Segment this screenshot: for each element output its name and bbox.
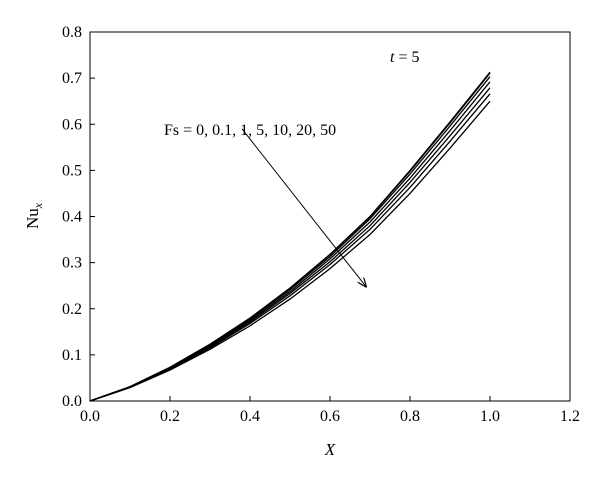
y-tick-label: 0.6 bbox=[62, 116, 82, 133]
y-tick-label: 0.8 bbox=[62, 24, 82, 41]
x-tick-label: 0.2 bbox=[160, 408, 180, 425]
x-tick-label: 0.8 bbox=[400, 408, 420, 425]
y-tick-label: 0.7 bbox=[62, 70, 82, 87]
series-group bbox=[89, 71, 491, 402]
y-tick-label: 0.5 bbox=[62, 162, 82, 179]
time-variable: t bbox=[390, 49, 395, 66]
axis-ticks: 0.0 0.2 0.4 0.6 0.8 1.0 1.2 0.0 0.1 0.2 0.3 0.4 0.5 0… bbox=[62, 24, 580, 425]
fs-annotation: Fs = 0, 0.1, 1, 5, 10, 20, 50 bbox=[164, 122, 336, 139]
x-axis-label: X bbox=[324, 440, 336, 459]
x-tick-label: 0.4 bbox=[240, 408, 260, 425]
x-tick-label: 1.2 bbox=[560, 408, 580, 425]
y-tick-label: 0.0 bbox=[62, 393, 82, 410]
x-tick-label: 0.6 bbox=[320, 408, 340, 425]
y-axis-label-sub: x bbox=[31, 202, 45, 209]
fs-arrow bbox=[241, 128, 366, 287]
y-axis-label-group: Nux bbox=[23, 202, 45, 229]
plot-frame bbox=[89, 31, 571, 402]
y-tick-label: 0.2 bbox=[62, 301, 82, 318]
y-axis-label-main: Nu bbox=[23, 208, 42, 229]
series-line-6 bbox=[89, 93, 491, 402]
time-value: = 5 bbox=[394, 49, 419, 66]
x-tick-label: 0.0 bbox=[80, 408, 100, 425]
y-axis-label: Nux bbox=[23, 202, 45, 229]
y-tick-label: 0.1 bbox=[62, 347, 82, 364]
y-tick-label: 0.4 bbox=[62, 209, 82, 226]
x-tick-label: 1.0 bbox=[480, 408, 500, 425]
y-tick-label: 0.3 bbox=[62, 255, 82, 272]
series-line-7 bbox=[89, 100, 491, 402]
time-annotation: t = 5 bbox=[390, 49, 419, 66]
